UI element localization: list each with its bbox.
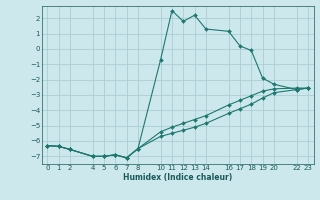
X-axis label: Humidex (Indice chaleur): Humidex (Indice chaleur) — [123, 173, 232, 182]
